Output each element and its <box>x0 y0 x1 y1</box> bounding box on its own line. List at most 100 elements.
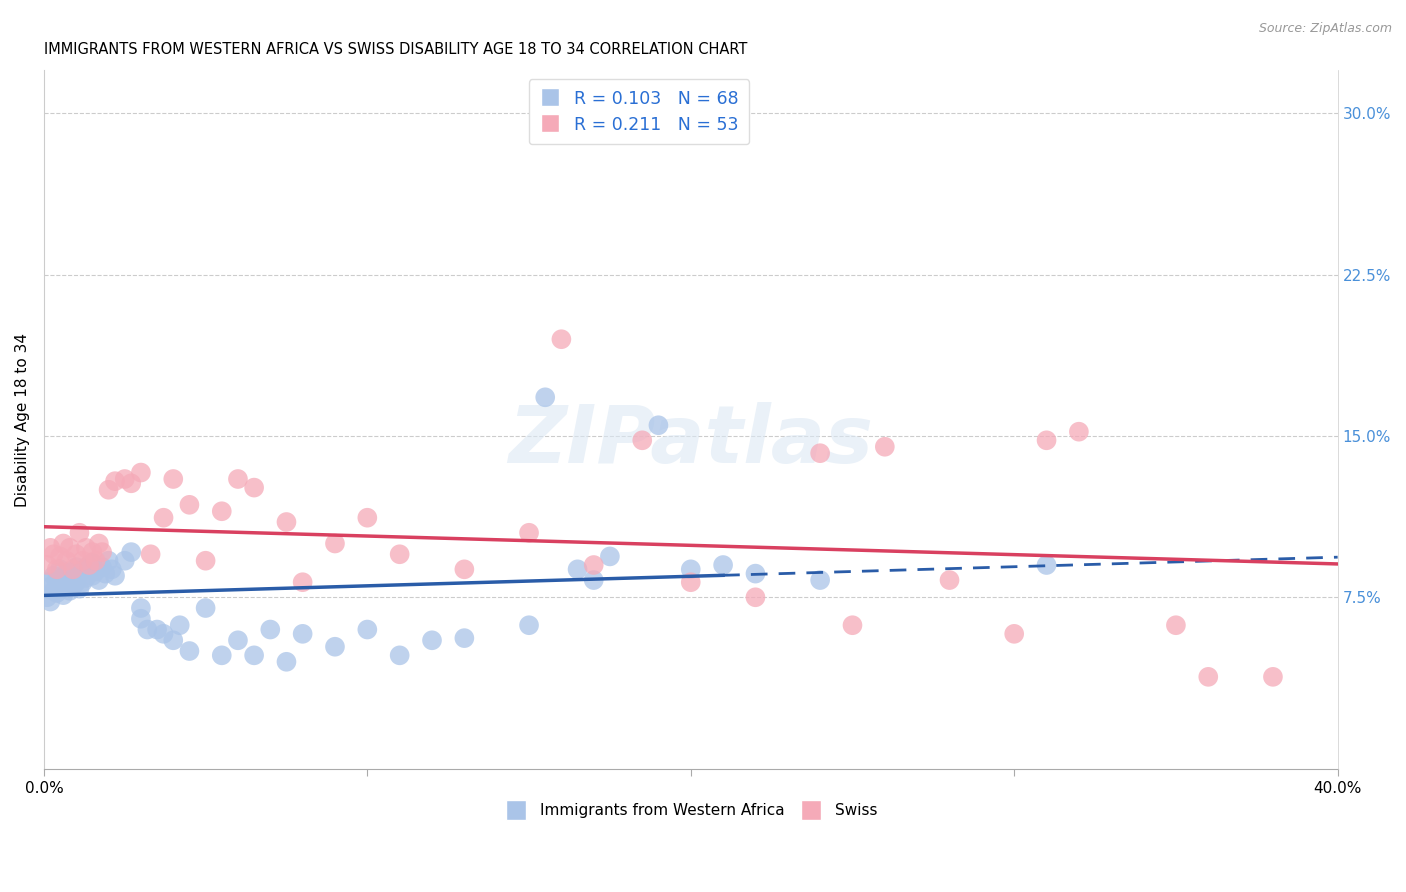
Point <box>1002 627 1025 641</box>
Point <box>65 547 87 561</box>
Point <box>49 562 72 576</box>
Point <box>226 472 249 486</box>
Point <box>226 633 249 648</box>
Point <box>55 580 77 594</box>
Point <box>1035 558 1057 572</box>
Point <box>179 644 201 658</box>
Point <box>104 474 127 488</box>
Point <box>39 541 62 555</box>
Point <box>356 510 378 524</box>
Point <box>62 565 84 579</box>
Point <box>55 566 77 581</box>
Point <box>808 446 831 460</box>
Point <box>84 565 107 579</box>
Point <box>37 575 59 590</box>
Point <box>45 562 67 576</box>
Point <box>162 472 184 486</box>
Point <box>129 612 152 626</box>
Point <box>37 591 59 605</box>
Point <box>82 556 104 570</box>
Point <box>69 582 91 596</box>
Point <box>243 481 266 495</box>
Point <box>65 560 87 574</box>
Point <box>42 547 65 561</box>
Point <box>679 562 702 576</box>
Point <box>517 525 540 540</box>
Point <box>39 594 62 608</box>
Point <box>55 554 77 568</box>
Point <box>62 580 84 594</box>
Point <box>84 554 107 568</box>
Point <box>276 655 298 669</box>
Point <box>146 623 169 637</box>
Point <box>42 583 65 598</box>
Text: IMMIGRANTS FROM WESTERN AFRICA VS SWISS DISABILITY AGE 18 TO 34 CORRELATION CHAR: IMMIGRANTS FROM WESTERN AFRICA VS SWISS … <box>44 42 747 57</box>
Point <box>599 549 621 564</box>
Point <box>152 627 174 641</box>
Point <box>211 648 233 663</box>
Point <box>1261 670 1284 684</box>
Point <box>52 536 75 550</box>
Point <box>453 562 475 576</box>
Point <box>75 541 97 555</box>
Point <box>291 575 314 590</box>
Point <box>91 560 114 574</box>
Point <box>388 547 411 561</box>
Point <box>162 633 184 648</box>
Point <box>49 549 72 564</box>
Point <box>39 580 62 594</box>
Point <box>52 588 75 602</box>
Text: Source: ZipAtlas.com: Source: ZipAtlas.com <box>1258 22 1392 36</box>
Point <box>62 562 84 576</box>
Point <box>87 573 110 587</box>
Point <box>938 573 960 587</box>
Point <box>77 558 100 572</box>
Point <box>94 566 117 581</box>
Point <box>259 623 281 637</box>
Point <box>276 515 298 529</box>
Point <box>45 573 67 587</box>
Point <box>120 545 142 559</box>
Point <box>69 525 91 540</box>
Point <box>169 618 191 632</box>
Point <box>808 573 831 587</box>
Point <box>1035 434 1057 448</box>
Point <box>517 618 540 632</box>
Point <box>114 554 136 568</box>
Point <box>59 541 82 555</box>
Point <box>129 466 152 480</box>
Point <box>136 623 159 637</box>
Point <box>744 566 766 581</box>
Point <box>72 562 94 576</box>
Point <box>711 558 734 572</box>
Point <box>97 554 120 568</box>
Point <box>388 648 411 663</box>
Point <box>75 571 97 585</box>
Point <box>841 618 863 632</box>
Point <box>104 568 127 582</box>
Point <box>194 554 217 568</box>
Point <box>42 568 65 582</box>
Point <box>323 536 346 550</box>
Point <box>567 562 589 576</box>
Point <box>873 440 896 454</box>
Point <box>534 390 557 404</box>
Point <box>49 582 72 596</box>
Point <box>631 434 654 448</box>
Point <box>453 631 475 645</box>
Point <box>1067 425 1090 439</box>
Point <box>582 558 605 572</box>
Point <box>72 554 94 568</box>
Point <box>37 558 59 572</box>
Point <box>550 332 572 346</box>
Point <box>72 575 94 590</box>
Y-axis label: Disability Age 18 to 34: Disability Age 18 to 34 <box>15 333 30 507</box>
Point <box>101 562 124 576</box>
Point <box>59 568 82 582</box>
Point <box>194 601 217 615</box>
Point <box>1164 618 1187 632</box>
Point <box>152 510 174 524</box>
Point <box>82 545 104 559</box>
Point <box>59 583 82 598</box>
Point <box>679 575 702 590</box>
